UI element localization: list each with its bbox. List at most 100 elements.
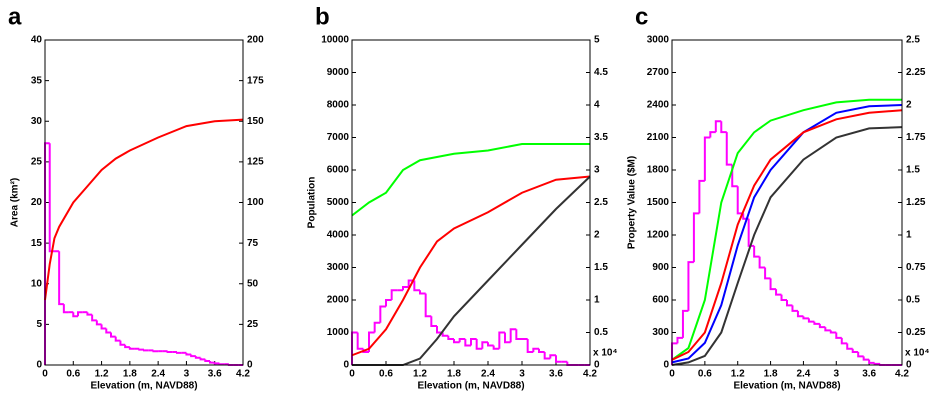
histogram-bin bbox=[105, 328, 111, 334]
y-tick-label: 3000 bbox=[647, 35, 670, 46]
histogram-bin bbox=[681, 309, 689, 338]
y2-tick-label: 2.5 bbox=[906, 35, 920, 46]
y2-tick-label: 2.25 bbox=[906, 67, 926, 78]
histogram-bin bbox=[475, 339, 483, 350]
x-tick-label: 0.6 bbox=[66, 369, 80, 380]
y-tick-label: 2400 bbox=[647, 100, 670, 111]
y-tick-label: 10000 bbox=[321, 35, 349, 46]
histogram-bin bbox=[390, 289, 398, 300]
y2-tick-label: 0.25 bbox=[906, 327, 926, 338]
x-tick-label: 1.8 bbox=[123, 369, 137, 380]
plot-frame bbox=[351, 39, 591, 366]
histogram-bin bbox=[143, 349, 149, 352]
histogram-bin bbox=[725, 132, 733, 166]
x-tick-label: 4.2 bbox=[895, 369, 909, 380]
histogram-bin bbox=[758, 256, 766, 269]
histogram-bin bbox=[402, 286, 409, 291]
x-tick-label: 3 bbox=[834, 369, 840, 380]
y-tick-label: 30 bbox=[31, 116, 43, 127]
y-tick-label: 2100 bbox=[647, 132, 670, 143]
panel: c Elevation (m, NAVD88) Property Value ($M… bbox=[627, 3, 930, 391]
histogram-bin bbox=[532, 347, 539, 352]
y-tick-label: 6000 bbox=[327, 165, 350, 176]
x-axis-label: Elevation (m, NAVD88) bbox=[417, 381, 524, 392]
y2-tick-label: 1.25 bbox=[906, 197, 926, 208]
y-tick-label: 1800 bbox=[647, 165, 670, 176]
y2-multiplier: x 10⁴ bbox=[905, 348, 929, 359]
histogram-bin bbox=[687, 261, 694, 311]
histogram-bin bbox=[48, 143, 55, 253]
histogram-bin bbox=[447, 335, 454, 340]
histogram-bin bbox=[796, 310, 804, 318]
y2-tick-label: 3 bbox=[594, 165, 600, 176]
histogram-bin bbox=[747, 218, 755, 247]
histogram-bin bbox=[72, 312, 78, 318]
x-tick-label: 0 bbox=[42, 369, 48, 380]
x-tick-label: 1.8 bbox=[764, 369, 778, 380]
histogram-bin bbox=[91, 314, 97, 322]
x-tick-label: 0 bbox=[349, 369, 355, 380]
y-axis-label: Area (km²) bbox=[10, 178, 21, 227]
histogram-bin bbox=[692, 212, 700, 263]
y2-tick-label: 150 bbox=[247, 116, 264, 127]
histogram-bin bbox=[110, 332, 116, 338]
x-tick-label: 4.2 bbox=[583, 369, 597, 380]
y2-tick-label: 4.5 bbox=[594, 67, 608, 78]
histogram-bin bbox=[504, 332, 511, 344]
y2-tick-label: 0 bbox=[906, 360, 912, 371]
histogram-bin bbox=[813, 321, 820, 325]
histogram-bin bbox=[846, 343, 853, 350]
histogram-bin bbox=[481, 341, 488, 349]
x-tick-label: 4.2 bbox=[236, 369, 250, 380]
histogram-bin bbox=[185, 352, 192, 356]
x-tick-label: 2.4 bbox=[796, 369, 810, 380]
y2-tick-label: 2.5 bbox=[594, 197, 608, 208]
y-tick-label: 9000 bbox=[327, 67, 350, 78]
histogram-bin bbox=[775, 289, 782, 296]
histogram-bin bbox=[453, 339, 460, 344]
y2-tick-label: 2 bbox=[594, 230, 600, 241]
y-tick-label: 600 bbox=[652, 295, 669, 306]
histogram-bin bbox=[199, 357, 206, 361]
curve bbox=[671, 104, 903, 364]
histogram-bin bbox=[218, 363, 225, 366]
histogram-bin bbox=[492, 345, 500, 350]
histogram-bin bbox=[373, 321, 381, 333]
histogram-bin bbox=[119, 340, 126, 346]
y2-tick-label: 1.5 bbox=[594, 262, 608, 273]
y-tick-label: 1200 bbox=[647, 230, 670, 241]
plot-frame bbox=[44, 39, 244, 366]
histogram-bin bbox=[840, 337, 848, 345]
histogram-bin bbox=[868, 359, 875, 364]
y2-tick-label: 3.5 bbox=[594, 132, 608, 143]
y2-tick-label: 25 bbox=[247, 319, 259, 330]
histogram-bin bbox=[95, 320, 102, 326]
y2-tick-label: 0 bbox=[594, 360, 600, 371]
histogram-bin bbox=[470, 338, 477, 346]
histogram-bin bbox=[368, 331, 375, 352]
x-tick-label: 0 bbox=[669, 369, 675, 380]
histogram-bin bbox=[780, 294, 787, 301]
y-tick-label: 3000 bbox=[327, 262, 350, 273]
histogram-bin bbox=[77, 311, 83, 317]
histogram-bin bbox=[818, 323, 826, 329]
curve bbox=[352, 175, 591, 366]
y2-tick-label: 4 bbox=[594, 100, 600, 111]
histogram-bin bbox=[769, 278, 777, 291]
y-tick-label: 2000 bbox=[327, 295, 350, 306]
y-tick-label: 1500 bbox=[647, 197, 670, 208]
x-tick-label: 0.6 bbox=[379, 369, 393, 380]
y-tick-label: 5 bbox=[36, 319, 42, 330]
y-tick-label: 35 bbox=[31, 75, 43, 86]
histogram-bin bbox=[213, 362, 220, 365]
histogram-bin bbox=[764, 267, 771, 280]
histogram-bin bbox=[709, 131, 716, 138]
histogram-bin bbox=[862, 356, 870, 361]
x-tick-label: 3 bbox=[519, 369, 525, 380]
histogram-bin bbox=[698, 179, 705, 214]
histogram-bin bbox=[824, 327, 831, 332]
x-tick-label: 0.6 bbox=[698, 369, 712, 380]
histogram-bin bbox=[138, 348, 144, 351]
y-tick-label: 300 bbox=[652, 327, 669, 338]
